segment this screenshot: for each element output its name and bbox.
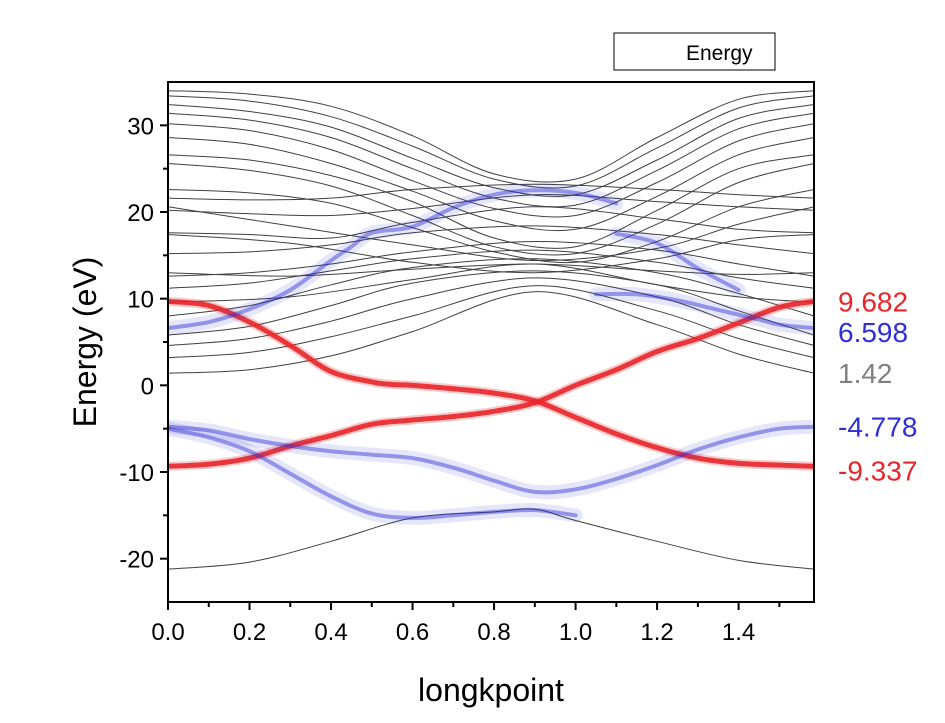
band-line-highlighted — [168, 298, 814, 469]
band-line — [168, 508, 814, 570]
x-tick-label: 1.2 — [640, 619, 673, 646]
band-line — [168, 104, 814, 197]
band-glow — [168, 421, 583, 525]
band-line-highlighted — [168, 426, 578, 520]
y-tick-label: 30 — [127, 113, 154, 140]
band-line — [168, 189, 814, 264]
band-line — [168, 194, 814, 217]
plot-frame — [167, 81, 815, 603]
y-axis-title: Energy (eV) — [67, 257, 103, 428]
band-line — [168, 137, 814, 232]
y-tick-label: 0 — [141, 373, 154, 400]
plot-area — [168, 90, 814, 570]
band-line — [168, 225, 814, 255]
y-tick-label: -10 — [119, 460, 154, 487]
band-line — [168, 183, 814, 201]
band-glow — [588, 286, 814, 336]
band-line — [168, 90, 814, 183]
band-line — [168, 263, 814, 303]
band-line — [168, 258, 814, 317]
band-line — [168, 112, 814, 208]
band-line-highlighted — [614, 231, 741, 292]
x-axis-ticks: 0.0 0.2 0.4 0.6 0.8 1.0 1.2 1.4 — [151, 602, 781, 646]
legend: Energy — [613, 32, 776, 71]
side-label-value: 9.682 — [838, 286, 908, 317]
band-line-highlighted — [168, 424, 814, 495]
x-tick-label: 0.2 — [233, 619, 266, 646]
band-line — [168, 240, 814, 277]
y-tick-label: 20 — [127, 200, 154, 227]
band-line-highlighted — [168, 188, 619, 331]
side-label-value: -9.337 — [838, 455, 917, 486]
band-line — [168, 291, 814, 374]
x-tick-label: 0.4 — [314, 619, 347, 646]
side-label-value: -4.778 — [838, 412, 917, 443]
side-label-value: 6.598 — [838, 317, 908, 348]
band-line — [168, 270, 814, 336]
y-axis-ticks: -20 -10 0 10 20 30 — [119, 113, 168, 574]
band-line — [168, 206, 814, 262]
side-label-value: 1.42 — [838, 358, 893, 389]
band-line — [168, 277, 814, 346]
y-tick-label: 10 — [127, 287, 154, 314]
x-tick-label: 0.0 — [151, 619, 184, 646]
band-line — [168, 206, 814, 239]
y-tick-label: -20 — [119, 547, 154, 574]
x-tick-label: 0.8 — [477, 619, 510, 646]
x-axis-title: longkpoint — [418, 672, 564, 708]
x-tick-label: 1.0 — [559, 619, 592, 646]
x-tick-label: 0.6 — [396, 619, 429, 646]
legend-box — [613, 32, 776, 71]
x-tick-label: 1.4 — [722, 619, 755, 646]
band-glow — [609, 226, 746, 297]
legend-entry-energy: Energy — [686, 42, 753, 65]
band-line — [168, 154, 814, 249]
band-line — [168, 234, 814, 274]
band-glow — [168, 183, 624, 336]
band-glow — [168, 419, 814, 500]
band-line — [168, 163, 814, 256]
band-line — [168, 123, 814, 218]
band-line-highlighted — [168, 298, 814, 469]
band-line — [168, 95, 814, 189]
band-line-highlighted — [593, 291, 814, 331]
